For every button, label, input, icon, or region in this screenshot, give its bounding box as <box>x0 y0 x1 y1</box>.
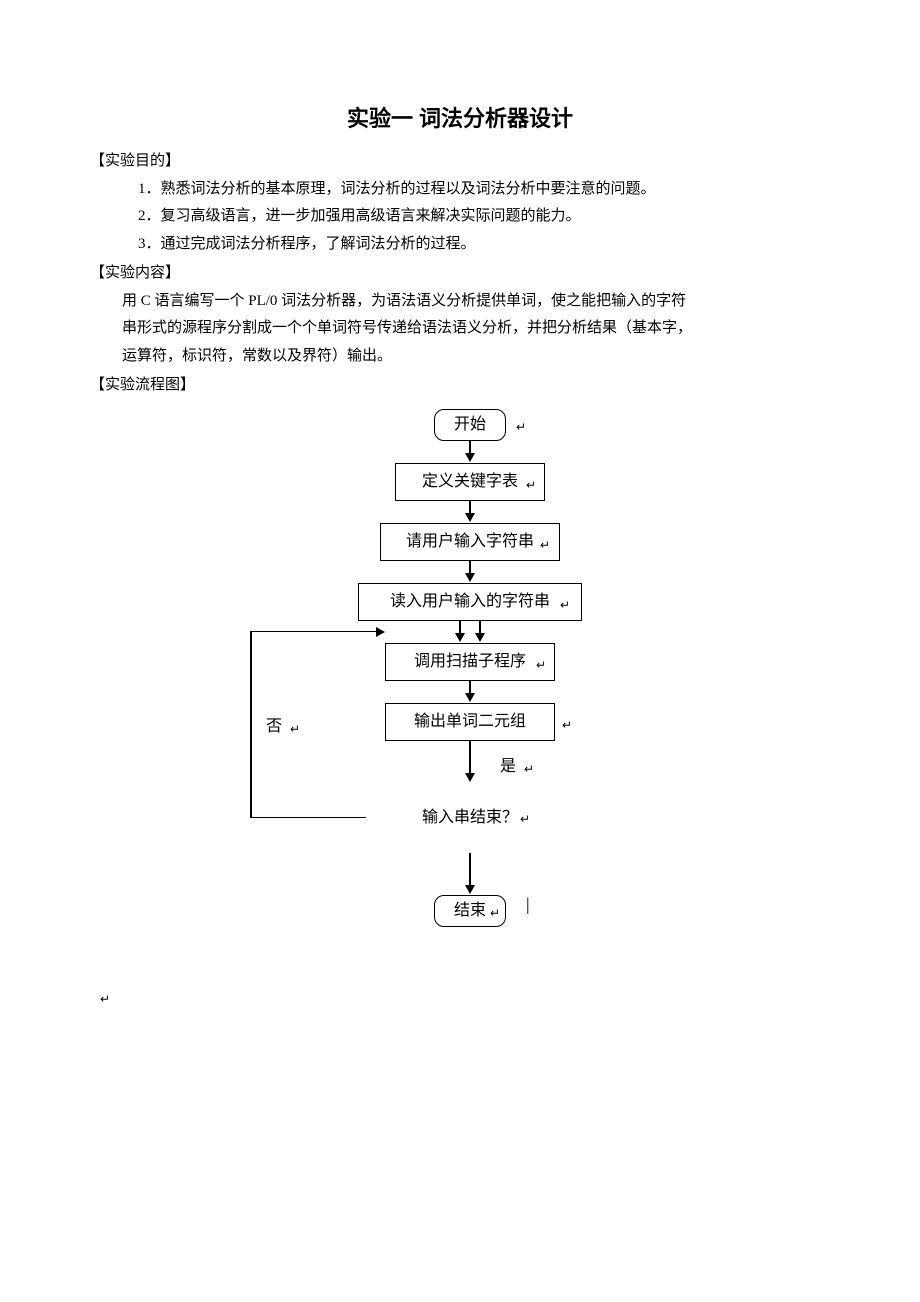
arrow-head-icon <box>465 693 475 702</box>
text-cursor-icon: | <box>526 889 530 920</box>
section-flow-heading: 【实验流程图】 <box>90 373 830 399</box>
enter-mark-icon: ↵ <box>562 715 572 735</box>
flow-yes-label: 是 <box>500 753 516 780</box>
arrow-line <box>250 631 378 633</box>
flow-define-keywords-node: 定义关键字表 <box>395 463 545 501</box>
flow-scan-sub-label: 调用扫描子程序 <box>414 648 526 675</box>
enter-mark-icon: ↵ <box>520 809 530 829</box>
flow-output-tuple-label: 输出单词二元组 <box>414 708 526 735</box>
purpose-item-2: 2．复习高级语言，进一步加强用高级语言来解决实际问题的能力。 <box>90 204 830 230</box>
arrow-head-icon <box>465 773 475 782</box>
flow-read-input-label: 读入用户输入的字符串 <box>390 588 550 615</box>
section-content-heading: 【实验内容】 <box>90 261 830 287</box>
arrow-line <box>469 741 471 775</box>
arrow-line <box>469 853 471 887</box>
enter-mark-icon: ↵ <box>516 417 526 437</box>
flowchart-diagram: 开始 ↵ 定义关键字表 ↵ 请用户输入字符串 ↵ 读入用户输入的字符串 ↵ <box>210 409 710 969</box>
content-line-3: 运算符，标识符，常数以及界符）输出。 <box>90 344 830 370</box>
page-title: 实验一 词法分析器设计 <box>90 100 830 137</box>
flow-prompt-input-label: 请用户输入字符串 <box>406 528 534 555</box>
enter-mark-icon: ↵ <box>560 595 570 615</box>
content-line-1: 用 C 语言编写一个 PL/0 词法分析器，为语法语义分析提供单词，使之能把输入… <box>90 289 830 315</box>
flow-decision-node: 输入串结束？ <box>365 783 575 853</box>
flow-output-tuple-node: 输出单词二元组 <box>385 703 555 741</box>
enter-mark-icon: ↵ <box>540 535 550 555</box>
enter-mark-icon: ↵ <box>526 475 536 495</box>
content-line-2: 串形式的源程序分割成一个个单词符号传递给语法语义分析，并把分析结果（基本字， <box>90 316 830 342</box>
arrow-line <box>250 817 366 819</box>
enter-mark-icon: ↵ <box>490 903 500 923</box>
flow-start-node: 开始 <box>434 409 506 441</box>
flow-end-label: 结束 <box>454 897 486 924</box>
purpose-item-3: 3．通过完成词法分析程序，了解词法分析的过程。 <box>90 232 830 258</box>
section-purpose-heading: 【实验目的】 <box>90 149 830 175</box>
arrow-head-icon <box>465 513 475 522</box>
arrow-head-icon <box>475 633 485 642</box>
enter-mark-icon: ↵ <box>524 759 534 779</box>
enter-mark-icon: ↵ <box>536 655 546 675</box>
enter-mark-icon: ↵ <box>290 719 300 739</box>
arrow-head-icon <box>465 573 475 582</box>
flow-prompt-input-node: 请用户输入字符串 <box>380 523 560 561</box>
arrow-head-icon <box>376 627 385 637</box>
arrow-line <box>250 631 252 818</box>
flow-start-label: 开始 <box>454 411 486 438</box>
document-page: 实验一 词法分析器设计 【实验目的】 1．熟悉词法分析的基本原理，词法分析的过程… <box>0 0 920 1069</box>
flow-decision-label: 输入串结束？ <box>422 804 518 831</box>
flow-read-input-node: 读入用户输入的字符串 <box>358 583 582 621</box>
flow-no-label: 否 <box>266 713 282 740</box>
arrow-head-icon <box>455 633 465 642</box>
enter-mark-icon: ↵ <box>90 989 830 1009</box>
arrow-head-icon <box>465 885 475 894</box>
flow-scan-sub-node: 调用扫描子程序 <box>385 643 555 681</box>
purpose-item-1: 1．熟悉词法分析的基本原理，词法分析的过程以及词法分析中要注意的问题。 <box>90 177 830 203</box>
arrow-head-icon <box>465 453 475 462</box>
flow-define-keywords-label: 定义关键字表 <box>422 468 518 495</box>
